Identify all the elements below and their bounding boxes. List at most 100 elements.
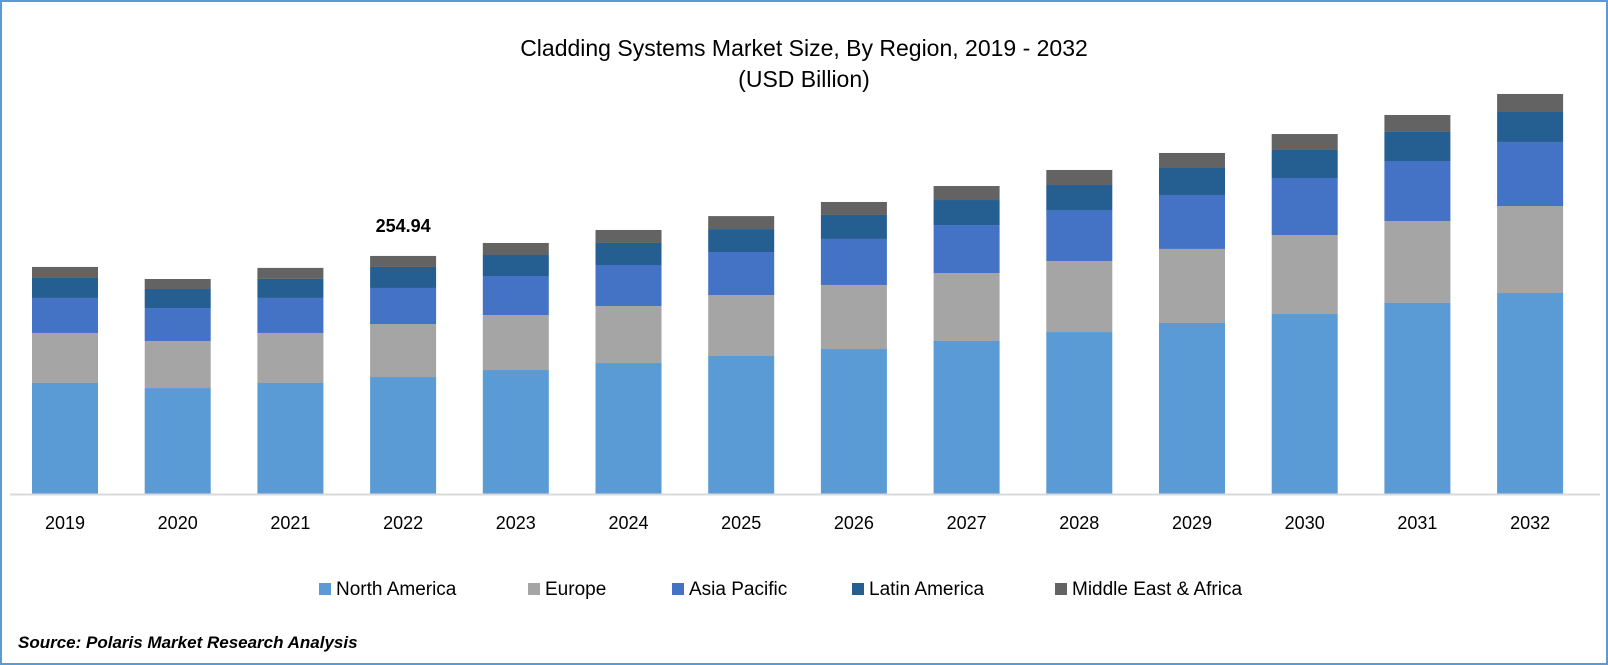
bar-segment-asia-pacific-2030 (1271, 177, 1338, 236)
bar-segment-europe-2023 (482, 315, 549, 371)
bar-segment-middle-east-africa-2025 (708, 216, 775, 230)
bar-segment-europe-2032 (1497, 205, 1564, 294)
legend-swatch (1055, 583, 1067, 595)
x-tick-label: 2019 (45, 513, 85, 533)
bar-segment-middle-east-africa-2019 (32, 266, 98, 278)
bar-segment-middle-east-africa-2021 (257, 267, 324, 279)
bar-segment-asia-pacific-2020 (144, 308, 211, 342)
bar-segment-europe-2025 (708, 295, 775, 357)
bar-segment-latin-america-2020 (144, 288, 211, 309)
x-tick-label: 2029 (1172, 513, 1212, 533)
x-tick-label: 2031 (1397, 513, 1437, 533)
bar-segment-middle-east-africa-2023 (482, 242, 549, 256)
legend-label: Europe (545, 579, 606, 600)
bar-segment-latin-america-2022 (370, 266, 437, 288)
bar-segment-north-america-2019 (32, 383, 98, 494)
legend-item: Asia Pacific (672, 579, 787, 600)
bar-segment-europe-2027 (933, 273, 1000, 341)
bar-segment-north-america-2031 (1384, 302, 1451, 494)
bar-segment-latin-america-2024 (595, 242, 662, 265)
bar-segment-latin-america-2029 (1159, 168, 1225, 195)
bar-segment-asia-pacific-2025 (708, 252, 775, 296)
bar-segment-latin-america-2031 (1384, 131, 1451, 162)
bar-segment-latin-america-2030 (1271, 149, 1338, 178)
annotations: 254.94 (376, 216, 431, 236)
bar-segment-north-america-2021 (257, 383, 324, 494)
bar-segment-middle-east-africa-2024 (595, 229, 662, 243)
bar-segment-latin-america-2028 (1046, 184, 1113, 211)
bar-segment-asia-pacific-2024 (595, 264, 662, 306)
chart-title: Cladding Systems Market Size, By Region,… (520, 35, 1088, 61)
bar-segment-europe-2020 (144, 341, 211, 389)
legend-swatch (672, 583, 684, 595)
bar-segment-asia-pacific-2019 (32, 297, 98, 333)
x-tick-label: 2030 (1285, 513, 1325, 533)
x-tick-label: 2022 (383, 513, 423, 533)
bar-segment-europe-2031 (1384, 221, 1451, 303)
bar-segment-asia-pacific-2031 (1384, 161, 1451, 222)
chart-subtitle: (USD Billion) (738, 66, 870, 92)
bar-segment-north-america-2025 (708, 356, 775, 494)
bar-segment-north-america-2023 (482, 370, 549, 494)
bar-segment-europe-2022 (370, 324, 437, 378)
legend-swatch (852, 583, 864, 595)
bar-segment-latin-america-2023 (482, 255, 549, 277)
bar-segment-north-america-2026 (820, 349, 887, 494)
x-tick-label: 2020 (158, 513, 198, 533)
x-tick-label: 2021 (270, 513, 310, 533)
x-tick-label: 2027 (947, 513, 987, 533)
bar-segment-asia-pacific-2026 (820, 238, 887, 285)
bar-segment-asia-pacific-2029 (1159, 194, 1225, 249)
data-label-total: 254.94 (376, 216, 431, 236)
bar-segment-north-america-2030 (1271, 314, 1338, 494)
bar-segment-europe-2028 (1046, 260, 1113, 333)
bar-segment-europe-2029 (1159, 248, 1225, 323)
bar-segment-middle-east-africa-2031 (1384, 114, 1451, 132)
legend-label: North America (336, 579, 457, 600)
bar-segment-middle-east-africa-2027 (933, 186, 1000, 201)
bar-segment-latin-america-2025 (708, 229, 775, 253)
bars-group (32, 93, 1564, 494)
bar-segment-latin-america-2027 (933, 200, 1000, 226)
bar-segment-asia-pacific-2028 (1046, 210, 1113, 261)
legend-label: Asia Pacific (689, 579, 787, 600)
legend-item: Europe (528, 579, 606, 600)
bar-segment-asia-pacific-2021 (257, 297, 324, 333)
source-note: Source: Polaris Market Research Analysis (18, 633, 358, 652)
x-tick-label: 2023 (496, 513, 536, 533)
legend-item: Latin America (852, 579, 985, 600)
bar-segment-europe-2026 (820, 284, 887, 350)
bar-segment-latin-america-2032 (1497, 111, 1564, 142)
bar-segment-middle-east-africa-2032 (1497, 93, 1564, 112)
legend-item: Middle East & Africa (1055, 579, 1242, 600)
bar-segment-europe-2021 (257, 332, 324, 384)
bar-segment-middle-east-africa-2028 (1046, 169, 1113, 185)
legend-swatch (528, 583, 540, 595)
x-tick-label: 2025 (721, 513, 761, 533)
bar-segment-north-america-2027 (933, 340, 1000, 494)
bar-segment-asia-pacific-2023 (482, 276, 549, 316)
x-tick-label: 2026 (834, 513, 874, 533)
bar-segment-europe-2024 (595, 305, 662, 364)
bar-segment-asia-pacific-2022 (370, 287, 437, 324)
bar-segment-middle-east-africa-2022 (370, 255, 437, 267)
legend-label: Middle East & Africa (1072, 579, 1242, 600)
legend-item: North America (319, 579, 457, 600)
bar-segment-europe-2030 (1271, 235, 1338, 315)
bar-segment-middle-east-africa-2020 (144, 279, 211, 289)
bar-segment-north-america-2020 (144, 388, 211, 494)
bar-segment-middle-east-africa-2029 (1159, 152, 1225, 169)
bar-segment-latin-america-2019 (32, 277, 98, 298)
legend-label: Latin America (869, 579, 985, 600)
bar-segment-latin-america-2026 (820, 214, 887, 239)
bar-segment-asia-pacific-2027 (933, 225, 1000, 274)
x-tick-label: 2028 (1059, 513, 1099, 533)
x-axis-ticks: 2019 2020 2021 2022 2023 2024 2025 2026 2027 2028… (45, 513, 1550, 533)
bar-segment-middle-east-africa-2026 (820, 201, 887, 215)
bar-segment-latin-america-2021 (257, 278, 324, 298)
bar-segment-north-america-2024 (595, 363, 662, 494)
bar-segment-asia-pacific-2032 (1497, 141, 1564, 206)
legend-swatch (319, 583, 331, 595)
